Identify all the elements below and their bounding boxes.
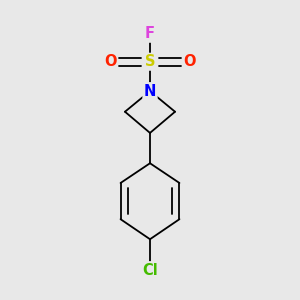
Text: F: F [145,26,155,41]
Text: Cl: Cl [142,262,158,278]
Text: S: S [145,54,155,69]
Text: O: O [104,54,116,69]
Text: O: O [184,54,196,69]
Text: N: N [144,84,156,99]
